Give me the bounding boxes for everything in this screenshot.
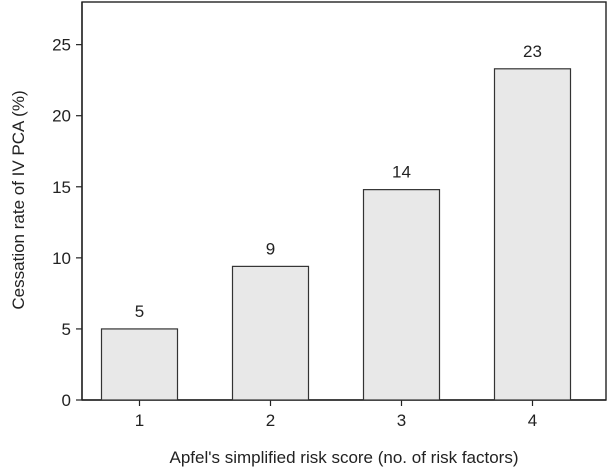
x-tick-label: 2: [266, 411, 275, 430]
bar-1: [100, 328, 179, 401]
bar-value-label: 9: [266, 239, 275, 258]
bar-2: [231, 265, 310, 401]
bars-group: [100, 68, 572, 401]
x-axis-title: Apfel's simplified risk score (no. of ri…: [169, 448, 518, 467]
bar-value-label: 14: [392, 163, 411, 182]
data-labels-group: 5 9 14 23: [135, 42, 542, 321]
bar-4: [493, 68, 572, 401]
bar-value-label: 23: [523, 42, 542, 61]
y-tick-label: 25: [52, 36, 71, 55]
bar-value-label: 5: [135, 302, 144, 321]
y-axis-ticks: 0 5 10 15 20 25: [52, 36, 82, 410]
y-tick-label: 15: [52, 178, 71, 197]
y-tick-label: 0: [62, 391, 71, 410]
bar-3: [362, 189, 441, 401]
x-axis-ticks: 1 2 3 4: [135, 400, 537, 430]
y-tick-label: 5: [62, 320, 71, 339]
x-tick-label: 3: [397, 411, 406, 430]
y-tick-label: 20: [52, 107, 71, 126]
x-tick-label: 1: [135, 411, 144, 430]
y-axis-title: Cessation rate of IV PCA (%): [9, 90, 28, 309]
y-tick-label: 10: [52, 249, 71, 268]
x-tick-label: 4: [528, 411, 537, 430]
